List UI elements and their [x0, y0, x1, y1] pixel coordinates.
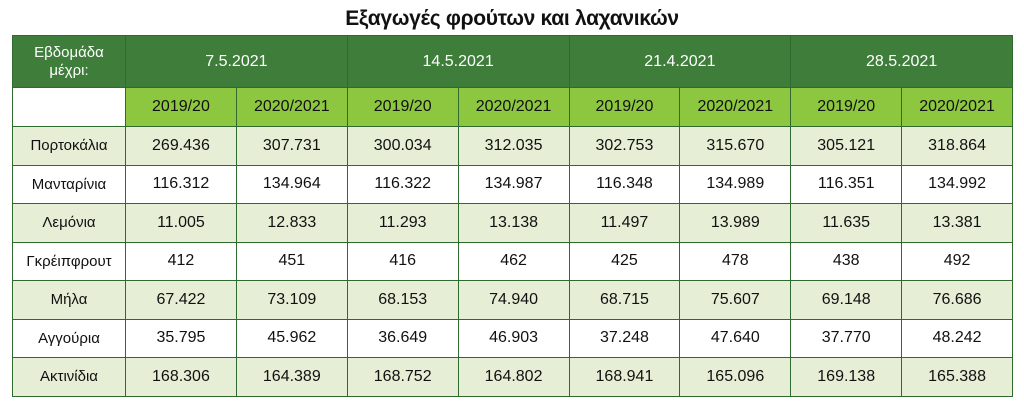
period-header: 2019/20	[346, 87, 459, 127]
data-row: Πορτοκάλια 269.436 307.731 300.034 312.035 30…	[12, 126, 1013, 166]
row-label: Λεμόνια	[12, 203, 126, 243]
period-header: 2019/20	[790, 87, 903, 127]
value-cell: 425	[568, 241, 681, 281]
value-cell: 116.312	[125, 164, 237, 204]
value-cell: 75.607	[679, 280, 792, 320]
value-cell: 134.989	[679, 164, 792, 204]
period-header: 2020/2021	[901, 87, 1013, 127]
value-cell: 73.109	[235, 280, 348, 320]
date-header: 7.5.2021	[125, 35, 348, 88]
row-label: Πορτοκάλια	[12, 126, 126, 166]
value-cell: 269.436	[125, 126, 237, 166]
value-cell: 168.941	[568, 357, 681, 397]
value-cell: 492	[901, 241, 1013, 281]
value-cell: 462	[457, 241, 570, 281]
row-label: Μανταρίνια	[12, 164, 126, 204]
exports-table: Εβδομάδα μέχρι: 7.5.2021 14.5.2021 21.4.202…	[12, 35, 1013, 397]
value-cell: 68.715	[568, 280, 681, 320]
date-header: 21.4.2021	[568, 35, 792, 88]
row-label: Αγγούρια	[12, 318, 126, 358]
value-cell: 315.670	[679, 126, 792, 166]
value-cell: 74.940	[457, 280, 570, 320]
value-cell: 37.770	[790, 318, 903, 358]
value-cell: 45.962	[235, 318, 348, 358]
value-cell: 305.121	[790, 126, 903, 166]
value-cell: 134.992	[901, 164, 1013, 204]
title: Εξαγωγές φρούτων και λαχανικών	[345, 7, 679, 30]
value-cell: 46.903	[457, 318, 570, 358]
header-row: Εβδομάδα μέχρι: 7.5.2021 14.5.2021 21.4.202…	[12, 35, 1013, 88]
value-cell: 164.802	[457, 357, 570, 397]
period-header: 2020/2021	[457, 87, 570, 127]
value-cell: 35.795	[125, 318, 237, 358]
value-cell: 318.864	[901, 126, 1013, 166]
date-header: 28.5.2021	[790, 35, 1013, 88]
data-row: Λεμόνια 11.005 12.833 11.293 13.138 11.497 13.…	[12, 203, 1013, 243]
value-cell: 307.731	[235, 126, 348, 166]
value-cell: 164.389	[235, 357, 348, 397]
value-cell: 168.752	[346, 357, 459, 397]
data-row: Μήλα 67.422 73.109 68.153 74.940 68.715 75.607…	[12, 280, 1013, 320]
value-cell: 412	[125, 241, 237, 281]
corner-header: Εβδομάδα μέχρι:	[12, 35, 126, 88]
value-cell: 11.497	[568, 203, 681, 243]
value-cell: 47.640	[679, 318, 792, 358]
value-cell: 168.306	[125, 357, 237, 397]
period-header: 2019/20	[568, 87, 681, 127]
value-cell: 300.034	[346, 126, 459, 166]
value-cell: 76.686	[901, 280, 1013, 320]
value-cell: 302.753	[568, 126, 681, 166]
value-cell: 451	[235, 241, 348, 281]
value-cell: 36.649	[346, 318, 459, 358]
value-cell: 134.964	[235, 164, 348, 204]
data-row: Γκρέιπφρουτ 412 451 416 462 425 478 438 492	[12, 241, 1013, 281]
data-row: Μανταρίνια 116.312 134.964 116.322 134.987 11…	[12, 164, 1013, 204]
blank-cell	[12, 87, 126, 127]
value-cell: 12.833	[235, 203, 348, 243]
value-cell: 416	[346, 241, 459, 281]
value-cell: 13.381	[901, 203, 1013, 243]
value-cell: 165.096	[679, 357, 792, 397]
value-cell: 165.388	[901, 357, 1013, 397]
value-cell: 13.989	[679, 203, 792, 243]
table-body: Εβδομάδα μέχρι: 7.5.2021 14.5.2021 21.4.202…	[12, 35, 1013, 397]
value-cell: 37.248	[568, 318, 681, 358]
data-row: Ακτινίδια 168.306 164.389 168.752 164.802 168…	[12, 357, 1013, 397]
value-cell: 69.148	[790, 280, 903, 320]
value-cell: 11.635	[790, 203, 903, 243]
value-cell: 116.351	[790, 164, 903, 204]
row-label: Ακτινίδια	[12, 357, 126, 397]
value-cell: 478	[679, 241, 792, 281]
value-cell: 116.348	[568, 164, 681, 204]
date-header: 14.5.2021	[346, 35, 570, 88]
subheader-row: 2019/20 2020/2021 2019/20 2020/2021 2019/20 2…	[12, 87, 1013, 127]
value-cell: 68.153	[346, 280, 459, 320]
value-cell: 312.035	[457, 126, 570, 166]
row-label: Γκρέιπφρουτ	[12, 241, 126, 281]
value-cell: 438	[790, 241, 903, 281]
value-cell: 134.987	[457, 164, 570, 204]
period-header: 2020/2021	[235, 87, 348, 127]
data-row: Αγγούρια 35.795 45.962 36.649 46.903 37.248 47…	[12, 318, 1013, 358]
row-label: Μήλα	[12, 280, 126, 320]
period-header: 2020/2021	[679, 87, 792, 127]
value-cell: 116.322	[346, 164, 459, 204]
value-cell: 11.293	[346, 203, 459, 243]
value-cell: 13.138	[457, 203, 570, 243]
value-cell: 48.242	[901, 318, 1013, 358]
period-header: 2019/20	[125, 87, 237, 127]
value-cell: 67.422	[125, 280, 237, 320]
value-cell: 169.138	[790, 357, 903, 397]
value-cell: 11.005	[125, 203, 237, 243]
